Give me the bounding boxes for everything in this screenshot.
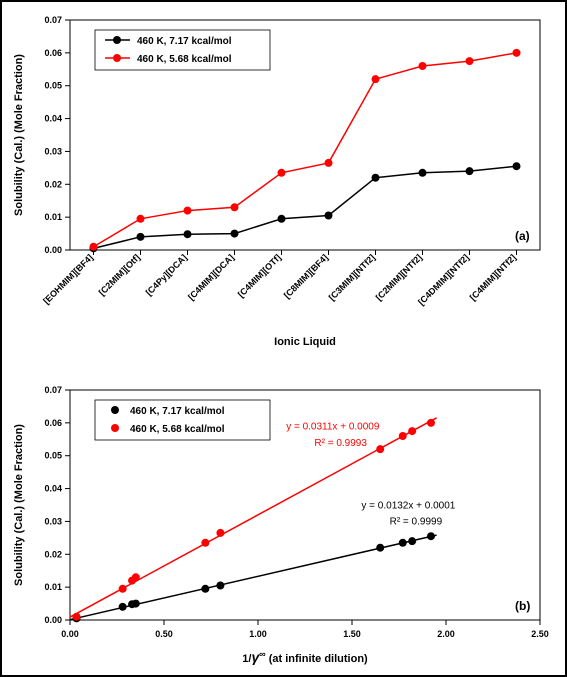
svg-text:[C4MIM][OTf]: [C4MIM][OTf] bbox=[236, 252, 283, 299]
svg-text:0.03: 0.03 bbox=[44, 146, 62, 156]
svg-text:460 K, 7.17 kcal/mol: 460 K, 7.17 kcal/mol bbox=[137, 36, 232, 47]
svg-text:0.06: 0.06 bbox=[44, 418, 62, 428]
svg-text:Ionic Liquid: Ionic Liquid bbox=[274, 336, 336, 348]
svg-text:[C4MIM][DCA]: [C4MIM][DCA] bbox=[186, 252, 236, 302]
svg-text:0.02: 0.02 bbox=[44, 179, 62, 189]
svg-text:0.04: 0.04 bbox=[44, 484, 62, 494]
svg-text:0.02: 0.02 bbox=[44, 549, 62, 559]
svg-text:y = 0.0311x + 0.0009: y = 0.0311x + 0.0009 bbox=[286, 421, 380, 432]
svg-text:2.50: 2.50 bbox=[531, 629, 549, 639]
svg-text:Solubility (Cal.) (Mole Fracti: Solubility (Cal.) (Mole Fraction) bbox=[13, 54, 25, 216]
svg-text:[C3MIM][NTf2]: [C3MIM][NTf2] bbox=[327, 252, 377, 302]
svg-text:1.50: 1.50 bbox=[343, 629, 361, 639]
svg-text:0.06: 0.06 bbox=[44, 48, 62, 58]
svg-text:[C8MIM][BF4]: [C8MIM][BF4] bbox=[282, 252, 330, 300]
svg-text:1/γ∞ (at infinite dilution): 1/γ∞ (at infinite dilution) bbox=[242, 649, 368, 665]
svg-text:0.07: 0.07 bbox=[44, 385, 62, 395]
svg-text:[C2MIM][Otf]: [C2MIM][Otf] bbox=[97, 252, 142, 297]
svg-text:0.03: 0.03 bbox=[44, 516, 62, 526]
svg-text:0.00: 0.00 bbox=[61, 629, 79, 639]
svg-text:0.07: 0.07 bbox=[44, 15, 62, 25]
svg-text:0.04: 0.04 bbox=[44, 114, 62, 124]
svg-text:0.00: 0.00 bbox=[44, 245, 62, 255]
svg-text:0.05: 0.05 bbox=[44, 81, 62, 91]
svg-text:Solubility (Cal.) (Mole Fracti: Solubility (Cal.) (Mole Fraction) bbox=[13, 424, 25, 586]
svg-text:0.01: 0.01 bbox=[44, 212, 62, 222]
svg-text:[C4MIM][NTf2]: [C4MIM][NTf2] bbox=[468, 252, 518, 302]
svg-text:(b): (b) bbox=[515, 599, 530, 613]
svg-text:[C4DMIM][NTf2]: [C4DMIM][NTf2] bbox=[416, 252, 471, 307]
svg-text:0.01: 0.01 bbox=[44, 582, 62, 592]
svg-text:2.00: 2.00 bbox=[437, 629, 455, 639]
svg-text:(a): (a) bbox=[515, 229, 530, 243]
svg-text:R² = 0.9993: R² = 0.9993 bbox=[314, 438, 367, 449]
svg-text:[EOHMIM][BF4]: [EOHMIM][BF4] bbox=[41, 252, 95, 306]
figure: 0.00 0.01 0.02 0.03 0.04 0.05 0.06 0.07 [EOHMIM]… bbox=[0, 0, 567, 677]
svg-text:0.05: 0.05 bbox=[44, 451, 62, 461]
svg-text:460 K, 5.68 kcal/mol: 460 K, 5.68 kcal/mol bbox=[130, 424, 225, 435]
svg-text:[C2MIM][NTf2]: [C2MIM][NTf2] bbox=[374, 252, 424, 302]
svg-text:0.00: 0.00 bbox=[44, 615, 62, 625]
svg-text:y = 0.0132x + 0.0001: y = 0.0132x + 0.0001 bbox=[361, 500, 455, 511]
svg-text:R² = 0.9999: R² = 0.9999 bbox=[390, 517, 443, 528]
svg-text:0.50: 0.50 bbox=[155, 629, 173, 639]
svg-text:460 K, 7.17 kcal/mol: 460 K, 7.17 kcal/mol bbox=[130, 406, 225, 417]
svg-text:[C4Py][DCA]: [C4Py][DCA] bbox=[144, 252, 189, 297]
svg-text:1.00: 1.00 bbox=[249, 629, 267, 639]
svg-text:460 K, 5.68 kcal/mol: 460 K, 5.68 kcal/mol bbox=[137, 54, 232, 65]
